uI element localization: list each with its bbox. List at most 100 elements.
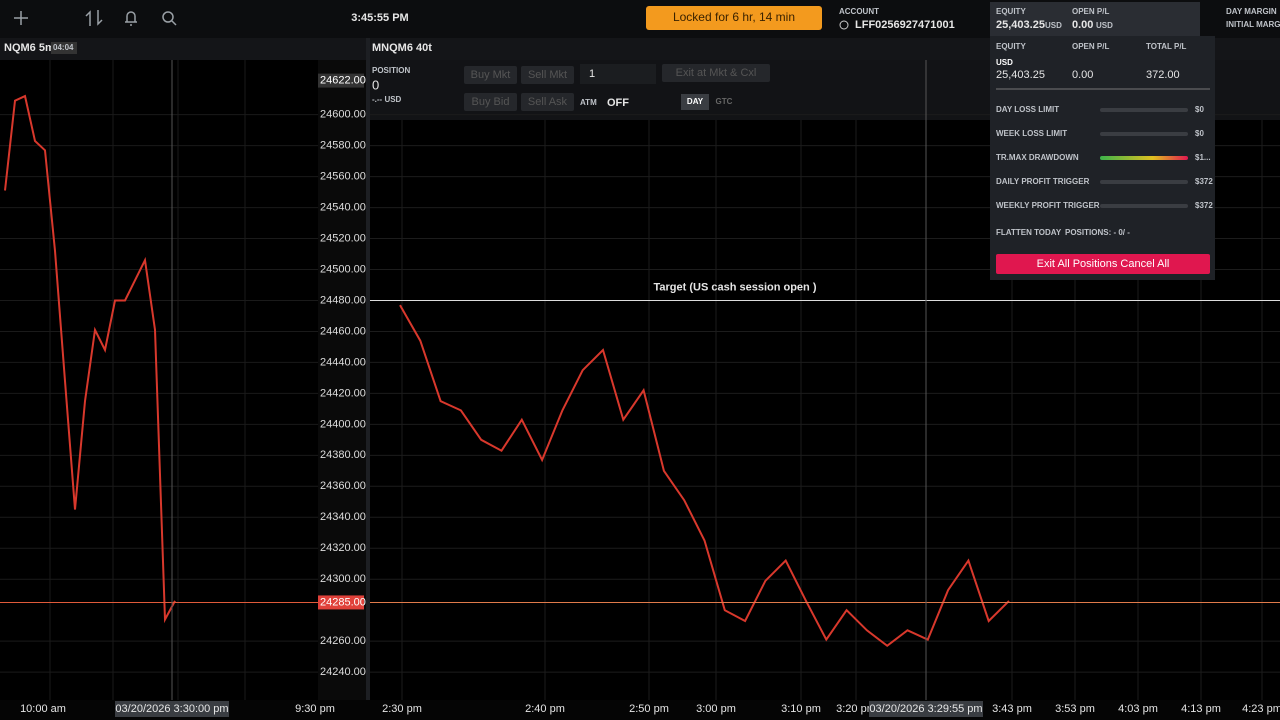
search-icon[interactable] [162,11,174,23]
x-tick-label: 3:00 pm [696,703,736,715]
account-label: ACCOUNT [839,7,879,16]
limit-bar [1100,156,1188,160]
account-icon [839,20,849,30]
positions: POSITIONS: - 0/ - [1065,228,1130,237]
buy-mkt[interactable]: Buy Mkt [471,69,511,81]
price-line [4,94,176,624]
x-tick-label: 2:50 pm [629,703,669,715]
x-tick-label: 4:03 pm [1118,703,1158,715]
day-bg[interactable] [681,94,709,110]
qty-bg[interactable] [580,64,656,84]
atm-label: ATM [580,98,597,107]
crosshair-label: 03/20/2026 3:30:00 pm [115,703,228,715]
buy-bid-bg[interactable] [464,93,517,111]
limit-value: $0 [1195,129,1204,138]
open-pl-value: 0.00 [1072,19,1093,31]
add-icon[interactable] [14,11,28,25]
sell-mkt-bg[interactable] [521,66,574,84]
last-price-label: 24285.00 [320,596,366,608]
tab-bar [0,38,1280,60]
limit-bar [1100,204,1188,208]
left-tab[interactable]: NQM6 5m [4,42,55,54]
y-tick-label: 24300.00 [320,573,366,585]
y-tick-label: 24600.00 [320,109,366,121]
open-pl-unit: USD [1096,21,1113,30]
sell-ask[interactable]: Sell Ask [528,96,568,108]
equity-label: EQUITY [996,7,1026,16]
exit-button-bg[interactable] [662,64,770,82]
y-tick-label: 24320.00 [320,542,366,554]
y-tick-label: 24440.00 [320,356,366,368]
x-tick-label: 4:23 pm [1242,703,1280,715]
limit-bar [1100,180,1188,184]
total-pl-label: TOTAL P/L [1146,42,1187,51]
exit-button[interactable]: Exit at Mkt & Cxl [676,67,757,79]
y-tick-label: 24340.00 [320,511,366,523]
lock-text: Locked for 6 hr, 14 min [673,10,795,24]
position: 0 [372,77,379,92]
sell-mkt[interactable]: Sell Mkt [528,69,567,81]
x-tick-label: 3:43 pm [992,703,1032,715]
limit-value: $1... [1195,153,1211,162]
quantity: 1 [589,68,595,80]
crosshair-bg [115,701,229,717]
open-pl: 0.00 [1072,69,1093,81]
equity-label: EQUITY [996,42,1026,51]
bell-icon[interactable] [125,11,137,26]
position-value: -.-- USD [372,95,402,104]
x-tick-label: 3:53 pm [1055,703,1095,715]
toolbar-icons[interactable] [14,10,177,26]
flatten: FLATTEN TODAY [996,228,1062,237]
y-tick-label: 24480.00 [320,294,366,306]
high-marker: 24622.00 [320,74,366,86]
lock-banner[interactable] [646,6,822,30]
limit-value: $372 [1195,201,1213,210]
equity-box[interactable] [990,2,1200,36]
y-tick-label: 24420.00 [320,387,366,399]
x-tick-label: 4:13 pm [1181,703,1221,715]
open-pl-label: OPEN P/L [1072,42,1109,51]
right-tab[interactable]: MNQM6 40t [372,42,432,54]
target-label: Target (US cash session open ) [653,281,816,293]
limit-label: WEEKLY PROFIT TRIGGER [996,201,1100,210]
day[interactable]: DAY [687,97,704,106]
last-price-bg [318,595,364,610]
high-marker-bg [318,73,364,88]
charts: 24600.00 24580.00 24560.00 24540.00 24520.00… [0,36,1280,717]
x-tick-label: 3:20 pm [836,703,876,715]
open-pl-label: OPEN P/L [1072,7,1109,16]
equity: 25,403.25 [996,69,1045,81]
transfer-icon[interactable] [85,10,103,26]
y-tick-label: 24260.00 [320,635,366,647]
limit-value: $372 [1195,177,1213,186]
limit-bar [1100,108,1188,112]
buy-mkt-bg[interactable] [464,66,517,84]
price-axis-bg [318,60,366,700]
y-tick-label: 24460.00 [320,325,366,337]
initial-margin: INITIAL MARGIN [1226,20,1280,29]
y-tick-label: 24400.00 [320,418,366,430]
currency: USD [996,58,1013,67]
position-label: POSITION [372,66,410,75]
equity-unit: USD [1045,21,1062,30]
buy-bid[interactable]: Buy Bid [472,96,510,108]
y-tick-label: 24520.00 [320,232,366,244]
atm[interactable]: OFF [607,97,629,109]
y-tick-label: 24500.00 [320,263,366,275]
exit-all-bg[interactable] [996,254,1210,274]
sell-ask-bg[interactable] [521,93,574,111]
gtc[interactable]: GTC [716,97,733,106]
x-tick-label: 10:00 am [20,703,66,715]
splitter [366,38,370,720]
exit-all[interactable]: Exit All Positions Cancel All [1037,258,1170,270]
y-tick-label: 24380.00 [320,449,366,461]
x-tick-label: 3:10 pm [781,703,821,715]
badge-bg [51,42,77,54]
y-tick-label: 24360.00 [320,480,366,492]
limit-label: DAY LOSS LIMIT [996,105,1059,114]
account-id[interactable]: LFF0256927471001 [855,19,955,31]
limit-bar [1100,132,1188,136]
day-margin: DAY MARGIN [1226,7,1277,16]
x-tick-label: 2:30 pm [382,703,422,715]
